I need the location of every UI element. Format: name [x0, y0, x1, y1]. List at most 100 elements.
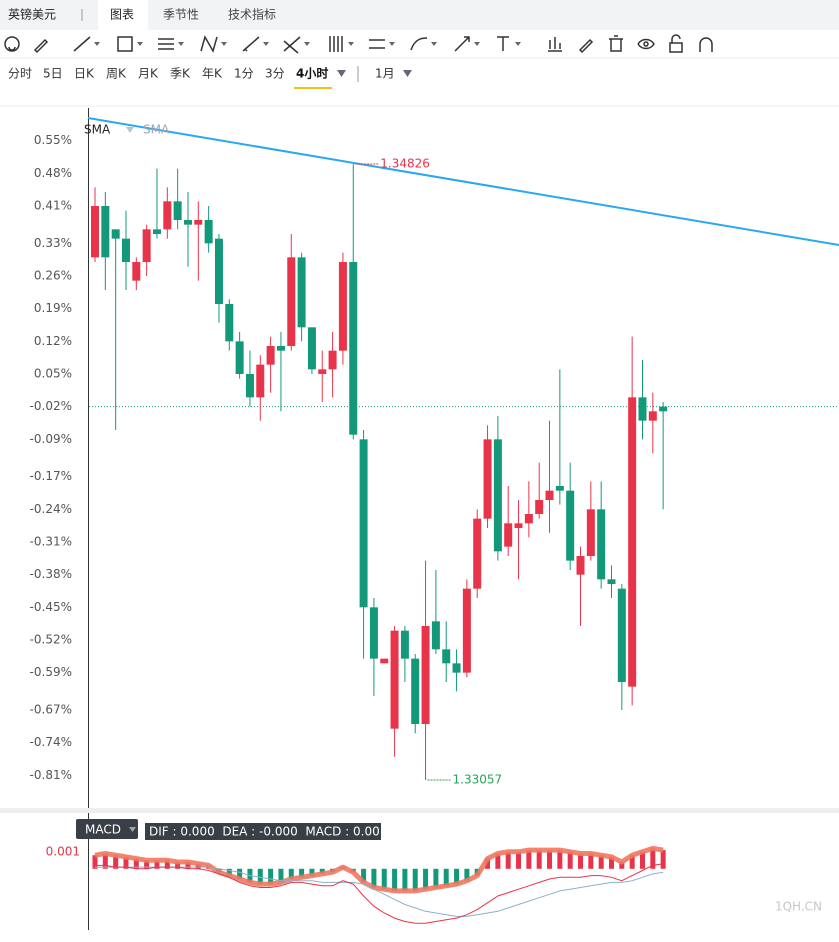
tool-glyph — [609, 35, 623, 52]
candle-body — [431, 621, 440, 650]
candle-body — [566, 490, 575, 561]
y-tick-label: -0.81% — [30, 768, 72, 782]
tool-arrow — [389, 42, 395, 46]
macd-bar — [526, 850, 532, 869]
tool-icon[interactable] — [699, 37, 713, 52]
tool-glyph — [33, 38, 49, 54]
tool-icon[interactable] — [158, 38, 184, 50]
candle-body — [101, 206, 110, 258]
candle-body — [452, 663, 461, 673]
y-tick-label: -0.38% — [30, 567, 72, 581]
period[interactable]: 3分 — [265, 67, 285, 81]
tool-icon[interactable] — [669, 34, 683, 53]
candle-body — [235, 341, 244, 374]
macd-button[interactable] — [76, 819, 138, 839]
macd-bar — [629, 855, 635, 869]
y-tick-label: -0.52% — [30, 633, 72, 647]
period[interactable]: 周K — [106, 67, 127, 81]
tool-icon[interactable] — [578, 38, 594, 54]
macd-title[interactable]: MACD — [85, 823, 121, 837]
tool-icon[interactable] — [410, 37, 437, 51]
tool-arrow — [515, 42, 521, 46]
macd-bar — [609, 856, 614, 869]
candle-body — [328, 350, 337, 370]
period[interactable]: 分时 — [8, 67, 32, 81]
tool-icon[interactable] — [497, 36, 521, 51]
macd-bar — [278, 868, 284, 883]
tool-icon[interactable] — [637, 38, 655, 50]
tool-icon[interactable] — [369, 39, 395, 49]
period[interactable]: 年K — [202, 67, 223, 81]
symbol: 英镑美元 — [8, 7, 56, 22]
tool-icon[interactable] — [73, 36, 100, 52]
tool-icon[interactable] — [33, 38, 49, 54]
candle-body — [617, 588, 626, 682]
candle-body — [659, 406, 668, 412]
trend-line[interactable] — [87, 117, 839, 246]
tool-glyph — [73, 36, 91, 52]
period[interactable]: 1分 — [234, 67, 254, 81]
macd-bar — [92, 855, 98, 869]
tool-icon[interactable] — [548, 37, 562, 52]
candle-body — [648, 411, 657, 421]
tool-glyph — [637, 38, 655, 50]
tool-icon[interactable] — [242, 36, 269, 52]
y-tick-label: -0.45% — [30, 600, 72, 614]
tool-glyph — [669, 34, 683, 53]
tool-icon[interactable] — [283, 36, 310, 54]
tool-icon[interactable] — [4, 36, 20, 52]
dropdown-arrows[interactable] — [337, 70, 412, 77]
candle-body — [245, 374, 254, 398]
period[interactable]: 季K — [170, 67, 191, 81]
candle-body — [597, 509, 606, 580]
candle-body — [483, 439, 492, 519]
tool-icon[interactable] — [454, 36, 480, 52]
tool-arrow — [94, 42, 100, 46]
macd-bar — [495, 853, 501, 869]
macd-arrow[interactable] — [129, 827, 136, 832]
y-tick-label: 0.41% — [34, 199, 72, 213]
candle-body — [462, 588, 471, 673]
candle-body — [535, 500, 544, 514]
candle-body — [163, 201, 172, 230]
tab[interactable]: 季节性 — [163, 8, 199, 22]
legend-item: SMA — [143, 123, 170, 137]
period[interactable]: 月K — [138, 67, 159, 81]
period[interactable]: 4小时 — [296, 66, 328, 81]
candle-body — [586, 509, 595, 556]
tool-arrow — [137, 42, 143, 46]
tab[interactable]: 图表 — [110, 8, 134, 22]
macd-bar — [164, 860, 170, 869]
tool-glyph — [117, 36, 133, 52]
candle-body — [194, 220, 203, 225]
tool-arrow — [304, 42, 310, 46]
macd-bar — [123, 856, 129, 869]
candle-body — [555, 486, 564, 491]
tool-icon[interactable] — [609, 35, 623, 52]
legend-item: SMA — [84, 123, 111, 137]
y-tick-label: -0.74% — [30, 735, 72, 749]
tool-glyph — [158, 38, 174, 50]
candle-body — [121, 238, 130, 262]
tab[interactable]: 技术指标 — [228, 7, 276, 22]
dea-line — [95, 866, 664, 917]
y-tick-label: -0.17% — [30, 469, 72, 483]
candle-body — [225, 304, 234, 342]
tool-glyph — [283, 36, 301, 54]
watermark: 1QH.CN — [775, 900, 822, 914]
y-tick-label: -0.24% — [30, 502, 72, 516]
tool-glyph — [4, 36, 20, 52]
tool-arrow — [263, 42, 269, 46]
y-tick-label: 0.26% — [34, 269, 72, 283]
period[interactable]: 日K — [74, 67, 95, 81]
tool-icon[interactable] — [117, 36, 143, 52]
candle-body — [369, 607, 378, 659]
period[interactable]: 1月 — [375, 67, 395, 81]
panel-gap — [0, 808, 839, 813]
macd-bar — [516, 851, 522, 869]
tool-icon[interactable] — [200, 35, 227, 53]
candle-body — [390, 630, 399, 729]
tool-icon[interactable] — [329, 36, 354, 52]
macd-bar — [412, 868, 418, 891]
period[interactable]: 5日 — [43, 67, 63, 81]
